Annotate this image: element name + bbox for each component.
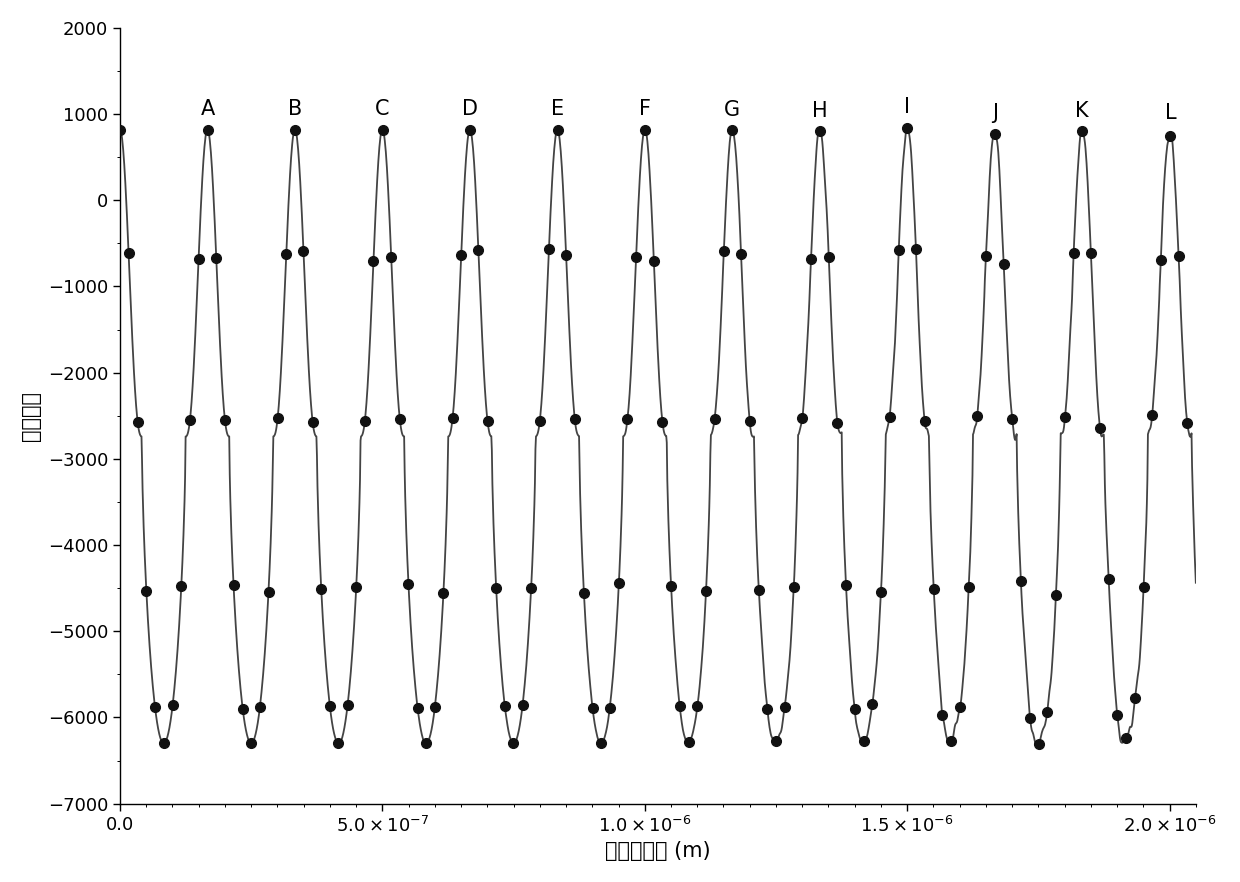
Text: G: G: [724, 100, 740, 120]
Text: A: A: [201, 99, 215, 119]
Text: J: J: [992, 103, 998, 123]
Text: L: L: [1166, 103, 1177, 123]
Text: K: K: [1075, 101, 1089, 121]
Text: E: E: [551, 100, 564, 119]
Text: I: I: [904, 97, 910, 117]
Text: B: B: [288, 99, 303, 119]
Text: D: D: [461, 100, 477, 119]
Text: F: F: [639, 99, 651, 119]
X-axis label: 外腔长变化 (m): 外腔长变化 (m): [605, 841, 711, 861]
Y-axis label: 有效增益: 有效增益: [21, 391, 41, 441]
Text: C: C: [376, 100, 389, 119]
Text: H: H: [812, 101, 828, 121]
